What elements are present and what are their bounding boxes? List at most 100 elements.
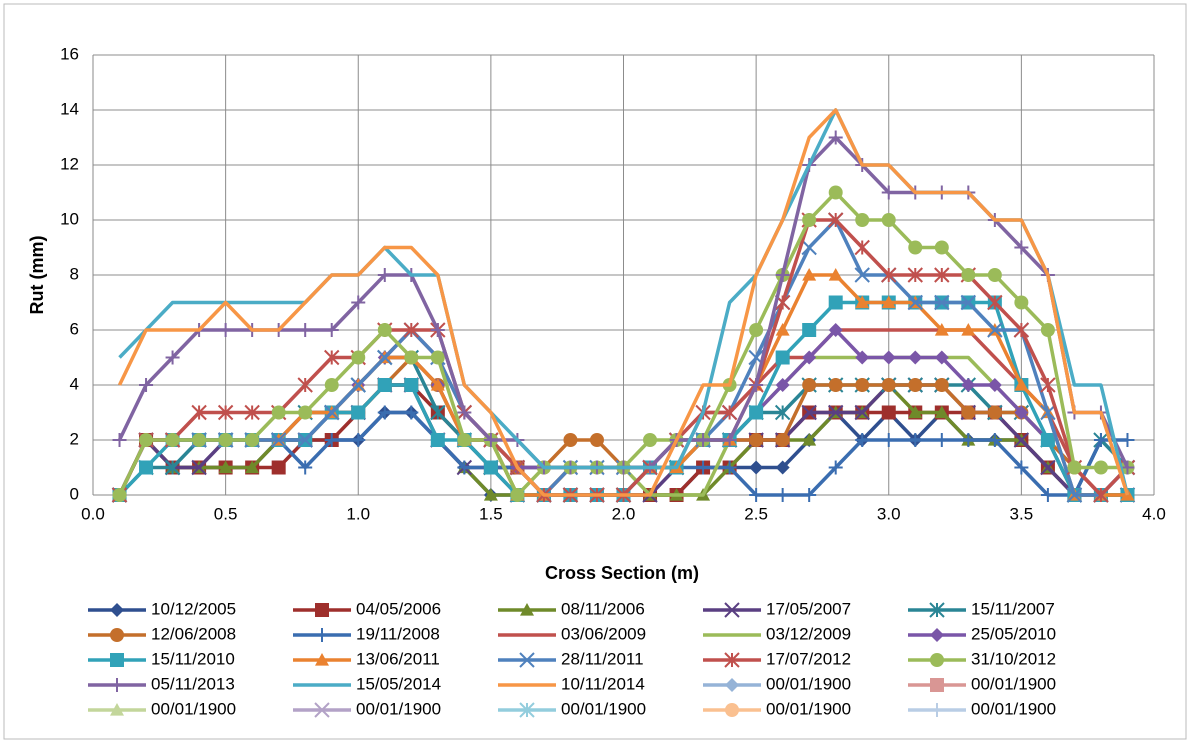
marker: [855, 433, 870, 447]
marker: [324, 433, 339, 447]
marker: [855, 295, 870, 309]
legend-label: 15/11/2007: [971, 599, 1055, 618]
marker: [881, 213, 896, 227]
marker: [351, 433, 366, 447]
marker: [351, 295, 366, 310]
marker: [749, 323, 764, 337]
marker: [934, 323, 949, 336]
marker: [1013, 432, 1030, 448]
marker: [987, 378, 1002, 392]
marker: [855, 378, 870, 392]
marker: [218, 323, 233, 337]
marker: [298, 460, 313, 475]
marker: [749, 378, 764, 392]
legend-label: 10/11/2014: [561, 674, 645, 693]
marker: [775, 433, 790, 447]
marker: [457, 405, 472, 420]
marker: [315, 603, 329, 617]
marker: [1067, 460, 1082, 475]
marker: [192, 433, 207, 447]
marker: [404, 378, 419, 392]
marker: [934, 433, 949, 447]
marker: [854, 267, 870, 283]
marker: [930, 678, 944, 692]
legend-label: 15/05/2014: [356, 674, 441, 693]
marker: [403, 322, 420, 338]
legend-label: 00/01/1900: [356, 699, 441, 718]
marker: [722, 460, 737, 475]
marker: [749, 488, 764, 502]
marker: [802, 268, 817, 281]
legend-label: 17/05/2007: [766, 599, 851, 618]
marker: [1014, 240, 1029, 255]
marker: [217, 404, 234, 421]
marker: [297, 377, 313, 393]
marker: [934, 405, 949, 419]
marker: [908, 240, 923, 255]
marker: [934, 240, 949, 255]
marker: [987, 268, 1002, 282]
marker: [1093, 460, 1108, 475]
marker: [1013, 322, 1030, 338]
marker: [828, 185, 843, 200]
marker: [908, 405, 923, 419]
legend-label: 04/05/2006: [356, 599, 441, 618]
marker: [351, 350, 366, 365]
marker: [802, 433, 817, 446]
marker: [1120, 460, 1135, 475]
marker: [775, 460, 790, 475]
marker: [351, 405, 366, 420]
marker: [854, 239, 870, 256]
marker: [350, 377, 366, 393]
legend-label: 17/07/2012: [766, 649, 851, 668]
marker: [1040, 323, 1055, 337]
marker: [696, 460, 711, 475]
marker: [404, 405, 419, 420]
marker: [314, 702, 330, 718]
series-line: [117, 108, 1130, 497]
marker: [112, 488, 127, 502]
marker: [519, 652, 535, 668]
legend-label: 00/01/1900: [561, 699, 646, 718]
marker: [110, 628, 124, 642]
y-tick-label: 2: [70, 429, 79, 448]
marker: [457, 460, 472, 475]
x-tick-label: 1.5: [479, 504, 503, 523]
marker: [827, 212, 844, 228]
marker: [315, 628, 329, 642]
marker: [110, 653, 124, 667]
legend-label: 19/11/2008: [356, 624, 440, 643]
marker: [1014, 405, 1029, 420]
marker: [1093, 487, 1109, 503]
x-tick-label: 3.5: [1010, 504, 1034, 523]
marker: [961, 405, 976, 420]
legend-label: 31/10/2012: [971, 649, 1056, 668]
marker: [1014, 460, 1029, 475]
marker: [722, 433, 737, 447]
marker: [1040, 433, 1055, 447]
marker: [881, 405, 896, 420]
marker: [110, 703, 124, 716]
marker: [725, 678, 739, 692]
legend-label: 03/06/2009: [561, 624, 646, 643]
x-axis-title: Cross Section (m): [545, 563, 699, 583]
marker: [139, 378, 154, 392]
x-tick-label: 4.0: [1142, 504, 1166, 523]
marker: [801, 404, 817, 421]
marker: [298, 323, 313, 337]
marker: [929, 602, 945, 618]
marker: [483, 433, 498, 447]
marker: [643, 433, 658, 447]
y-axis-title: Rut (mm): [27, 236, 47, 315]
marker: [908, 433, 923, 447]
y-tick-label: 14: [60, 99, 79, 118]
marker: [324, 378, 339, 392]
marker: [855, 213, 870, 227]
marker: [430, 323, 445, 337]
x-tick-label: 2.0: [612, 504, 636, 523]
marker: [244, 404, 260, 421]
marker: [828, 295, 843, 310]
y-tick-label: 8: [70, 264, 79, 283]
marker: [563, 433, 578, 447]
